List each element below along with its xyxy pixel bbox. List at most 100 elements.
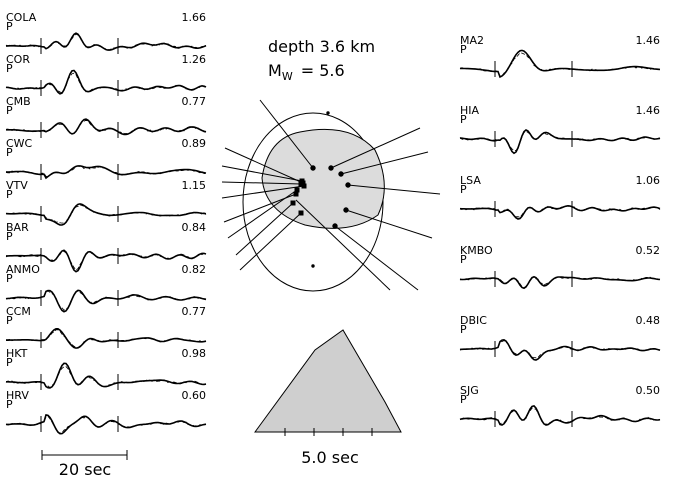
amplitude-ratio: 0.77 (182, 95, 207, 108)
phase-label: P (6, 398, 13, 411)
amplitude-ratio: 1.66 (182, 11, 207, 24)
ray-line (239, 212, 302, 271)
scale-label: 20 sec (59, 460, 111, 479)
amplitude-ratio: 0.89 (182, 137, 207, 150)
observed-waveform (459, 129, 661, 155)
station-name: KMBO (460, 244, 493, 257)
station-name: SJG (460, 384, 479, 397)
station-point (328, 165, 334, 171)
depth-label: depth 3.6 km (268, 37, 375, 56)
amplitude-ratio: 1.46 (636, 34, 661, 47)
station-name: COLA (6, 11, 37, 24)
observed-waveform (5, 165, 207, 180)
station-point (338, 171, 344, 177)
phase-label: P (6, 314, 13, 327)
focal-mechanism (221, 99, 441, 292)
station-point (332, 223, 338, 229)
synthetic-waveform (459, 52, 661, 77)
synthetic-waveform (5, 204, 207, 224)
mw-symbol: M (268, 61, 282, 80)
phase-label: P (6, 272, 13, 285)
station-name: HIA (460, 104, 480, 117)
station-name: HRV (6, 389, 29, 402)
ray-line (345, 209, 433, 239)
ray-line (259, 99, 314, 169)
phase-label: P (460, 113, 467, 126)
ray-line (295, 199, 391, 291)
ray-line (221, 165, 303, 182)
synthetic-waveform (459, 276, 661, 289)
station-point (298, 210, 304, 216)
observed-waveform (5, 32, 207, 51)
amplitude-ratio: 1.26 (182, 53, 207, 66)
synthetic-waveform (5, 33, 207, 50)
station-name: CCM (6, 305, 31, 318)
mw-value: = 5.6 (301, 61, 345, 80)
observed-waveform (5, 203, 207, 226)
synthetic-waveform (459, 340, 661, 359)
station-point (345, 182, 351, 188)
station-name: CMB (6, 95, 31, 108)
amplitude-ratio: 0.77 (182, 305, 207, 318)
synthetic-waveform (6, 329, 207, 348)
synthetic-waveform (5, 250, 207, 271)
observed-waveform (459, 275, 661, 290)
amplitude-ratio: 0.82 (182, 263, 207, 276)
ray-line (235, 202, 294, 256)
phase-label: P (6, 188, 13, 201)
station-name: BAR (6, 221, 29, 234)
amplitude-ratio: 1.15 (182, 179, 207, 192)
observed-waveform (459, 338, 661, 361)
synthetic-waveform (459, 205, 661, 218)
stf-shape (254, 329, 402, 433)
synthetic-waveform (459, 407, 661, 425)
synthetic-waveform (5, 119, 207, 135)
ray-line (340, 151, 429, 175)
station-name: CWC (6, 137, 33, 150)
phase-label: P (6, 104, 13, 117)
ray-line (221, 181, 302, 185)
amplitude-ratio: 0.98 (182, 347, 207, 360)
station-name: COR (6, 53, 30, 66)
observed-waveform (6, 118, 207, 136)
station-point (294, 187, 300, 193)
phase-label: P (460, 183, 467, 196)
waveform-scale-bar: 20 sec (41, 450, 128, 479)
station-point (310, 165, 316, 171)
compressional-region (261, 128, 385, 229)
mw-subscript: W (282, 70, 293, 83)
amplitude-ratio: 0.50 (636, 384, 661, 397)
synthetic-waveform (5, 72, 207, 94)
amplitude-ratio: 0.60 (182, 389, 207, 402)
synthetic-waveform (5, 290, 207, 311)
station-name: ANMO (6, 263, 40, 276)
station-point (293, 191, 299, 197)
ray-line (347, 184, 441, 195)
ray-line (224, 147, 304, 184)
station-point (343, 207, 349, 213)
phase-label: P (460, 253, 467, 266)
axis-point (326, 111, 330, 115)
phase-label: P (6, 62, 13, 75)
stf-scale-label: 5.0 sec (301, 448, 359, 467)
station-name: LSA (460, 174, 481, 187)
phase-label: P (460, 393, 467, 406)
phase-label: P (6, 20, 13, 33)
observed-waveform (459, 405, 661, 426)
observed-waveform (5, 289, 207, 313)
observed-waveform (5, 69, 207, 95)
ray-line (221, 185, 305, 199)
axis-point (311, 264, 315, 268)
ray-line (334, 225, 419, 291)
phase-label: P (6, 230, 13, 243)
ray-line (330, 127, 421, 169)
amplitude-ratio: 1.06 (636, 174, 661, 187)
synthetic-waveform (5, 366, 207, 389)
synthetic-waveform (5, 165, 207, 178)
phase-label: P (6, 356, 13, 369)
station-point (290, 200, 296, 206)
station-name: DBIC (460, 314, 487, 327)
source-time-function: 5.0 sec (254, 329, 402, 467)
phase-label: P (460, 323, 467, 336)
ray-line (227, 189, 298, 239)
